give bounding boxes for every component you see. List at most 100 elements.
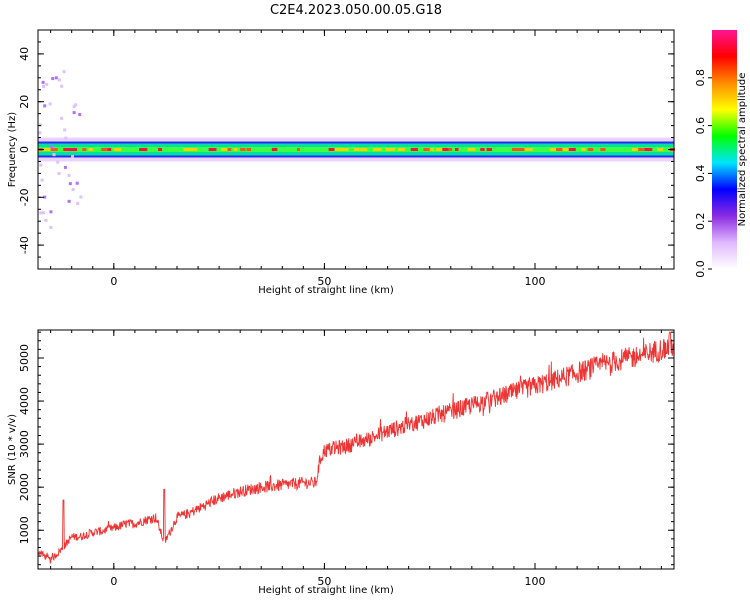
spectrogram-peak [385,148,394,151]
spectrogram-peak [107,148,112,151]
spectrogram-peak [82,148,87,151]
spectrogram-speckle [39,123,43,127]
y-tick-label: 40 [18,47,31,61]
spectrogram-speckle [56,160,60,164]
colorbar-tick-label: 0.6 [694,117,707,135]
spectrogram-peak [158,148,163,151]
spectrogram-peak [227,148,232,151]
spectrogram-speckle [74,103,78,107]
spectrogram-peak [328,148,335,151]
spectrogram-peak [101,148,110,151]
spectrogram-peak [44,148,54,151]
x-tick-label: 50 [317,575,331,588]
y-axis-label: SNR (10 * v/v) [7,414,18,485]
spectrogram-peak [467,148,476,151]
spectrogram-speckle [68,182,72,186]
snr-plot: 1000 2000 3000 4000 5000 0 50 100 Height of stra… [7,329,675,596]
spectrogram-peak [360,148,368,151]
y-tick-label: -40 [18,236,31,254]
colorbar-tick-label: 0.0 [694,260,707,278]
spectrogram-peak [568,148,576,151]
spectrogram-peak [511,148,520,151]
spectrogram-peak [638,148,645,151]
spectrogram-peak [391,148,395,151]
spectrogram-speckle [57,78,61,82]
spectrogram-peak [221,148,230,151]
spectrogram-peak [644,148,653,151]
spectrogram-speckle [48,102,52,106]
spectrogram-speckle [67,173,71,177]
x-axis-label: Height of straight line (km) [258,285,394,296]
spectrogram-peak [341,148,349,151]
y-tick-label: -20 [18,188,31,206]
spectrogram-speckle [42,84,46,88]
spectrogram-peak [139,148,148,151]
x-tick-label: 50 [317,275,331,288]
spectrogram-speckle [54,76,58,80]
spectrogram-peak [50,148,58,151]
spectrogram-peak [631,148,641,151]
spectrogram-peak [423,148,433,151]
y-tick-label: 5000 [18,344,31,372]
spectrogram-peak [233,148,238,151]
x-tick-label: 0 [110,575,117,588]
y-tick-label: 3000 [18,430,31,458]
spectrogram-peak [448,148,453,151]
y-tick-label: 20 [18,95,31,109]
figure-title: C2E4.2023.050.00.05.G18 [270,3,442,18]
spectrogram-peak [297,148,301,151]
spectrogram-peak [587,148,594,151]
y-axis-label: Frequency (Hz) [7,112,18,188]
spectrogram-peak [581,148,586,151]
spectrogram-speckle [62,70,66,74]
spectrogram-speckle [45,82,49,86]
spectrogram-speckle [71,155,75,159]
spectrogram-peak [549,148,557,151]
spectrogram-speckle [49,210,53,214]
spectrogram-speckle [60,116,64,120]
spectrogram-peak [600,148,606,151]
spectrogram-speckle [78,113,82,117]
spectrogram-speckle [43,195,47,199]
spectrogram-speckle [57,172,61,176]
colorbar: 0.0 0.2 0.4 0.6 0.8 Normalized spectral ampli… [694,30,748,278]
spectrogram-peak [183,148,193,151]
spectrogram-plot: -40 -20 0 20 40 0 50 100 Height of straight line… [7,29,675,296]
spectrogram-speckle [52,153,56,157]
y-tick-label: 0 [18,146,31,153]
spectrogram-peak [486,148,493,151]
spectrogram-peak [480,148,485,151]
colorbar-tick-label: 0.8 [694,69,707,87]
y-tick-label: 1000 [18,516,31,544]
y-tick-label: 2000 [18,473,31,501]
spectrogram-peak [353,148,360,151]
spectrogram-speckle [50,145,54,149]
spectrogram-peak [63,148,71,151]
spectrogram-peak [334,148,344,151]
spectrogram-peak [398,148,406,151]
spectrogram-peak [189,148,198,151]
spectrogram-speckle [38,131,42,135]
colorbar-gradient [712,30,737,269]
spectrogram-speckle [39,211,43,215]
spectrogram-speckle [39,163,43,167]
spectrogram-speckle [75,181,79,185]
snr-series-line [37,331,675,564]
spectrogram-peak [518,148,528,151]
spectrogram-speckle [72,111,76,115]
colorbar-tick-label: 0.2 [694,212,707,230]
spectrogram-peak [524,148,533,151]
spectrogram-peak [113,148,122,151]
x-axis-label: Height of straight line (km) [258,585,394,596]
spectrogram-peak [69,148,78,151]
spectrogram-peak [562,148,570,151]
colorbar-label: Normalized spectral amplitude [737,73,748,227]
spectrogram-speckle [40,178,44,182]
spectrogram-speckle [67,199,71,203]
spectrogram-peak [88,148,93,151]
spectrogram-speckle [79,195,83,199]
spectrogram-peak [442,148,449,151]
spectrogram-peak [436,148,444,151]
spectrogram-peak [208,148,217,151]
